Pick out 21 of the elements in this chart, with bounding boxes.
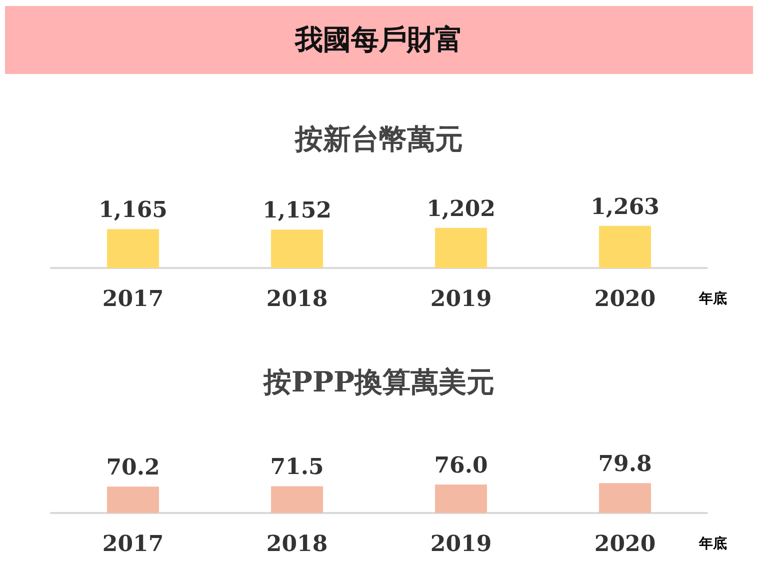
x-tick-label: 2020 [594, 531, 656, 557]
x-axis-title: 年底 [698, 290, 727, 307]
data-label: 1,165 [98, 197, 168, 224]
data-label: 1,263 [590, 194, 660, 220]
data-label: 1,152 [262, 198, 332, 224]
x-tick-label: 2018 [266, 286, 328, 312]
data-label: 71.5 [270, 454, 324, 480]
x-tick-label: 2019 [430, 286, 492, 312]
x-tick-label: 2017 [102, 286, 164, 312]
data-label: 70.2 [106, 454, 160, 481]
x-tick-label: 2018 [266, 531, 328, 557]
data-label: 79.8 [598, 451, 652, 478]
data-label: 1,202 [426, 196, 496, 222]
chart-subtitle: 按新台幣萬元 [294, 122, 463, 156]
chart-title: 按PPP換算萬美元 [262, 366, 495, 398]
chart-title: 我國每戶財富 [5, 6, 753, 74]
x-axis-title: 年底 [698, 535, 727, 552]
x-tick-label: 2019 [430, 531, 492, 557]
data-label: 76.0 [434, 452, 488, 478]
x-tick-label: 2020 [594, 286, 656, 312]
x-tick-label: 2017 [102, 531, 164, 557]
